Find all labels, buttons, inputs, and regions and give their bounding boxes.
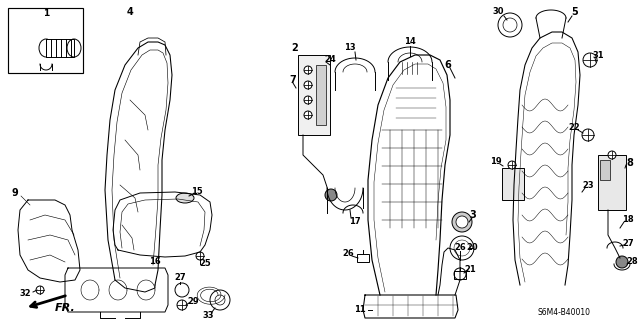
Circle shape (452, 212, 472, 232)
Text: 23: 23 (582, 180, 594, 189)
Text: 25: 25 (199, 259, 211, 268)
Circle shape (177, 300, 187, 310)
Circle shape (508, 161, 516, 169)
Text: 22: 22 (568, 124, 580, 132)
Text: 21: 21 (464, 266, 476, 275)
Text: 6: 6 (445, 60, 451, 70)
Bar (46, 39, 74, 57)
Text: 18: 18 (622, 215, 634, 225)
Text: 15: 15 (191, 188, 203, 196)
Text: 11: 11 (354, 306, 366, 315)
Text: 9: 9 (12, 188, 19, 198)
Text: 8: 8 (627, 158, 634, 168)
Circle shape (616, 256, 628, 268)
Text: S6M4-B40010: S6M4-B40010 (537, 308, 590, 317)
Bar (357, 254, 369, 262)
Text: 20: 20 (466, 244, 478, 252)
Text: 16: 16 (149, 258, 161, 267)
Text: 2: 2 (292, 43, 298, 53)
Circle shape (456, 216, 468, 228)
Text: 27: 27 (622, 238, 634, 247)
Text: 1: 1 (43, 9, 49, 18)
Ellipse shape (176, 193, 194, 203)
Text: 5: 5 (572, 7, 579, 17)
Text: 32: 32 (19, 289, 31, 298)
Text: 19: 19 (490, 157, 502, 166)
Text: 26: 26 (454, 243, 466, 252)
Text: 13: 13 (344, 44, 356, 52)
Bar (598, 155, 626, 210)
Bar (298, 55, 330, 135)
Circle shape (325, 189, 337, 201)
Bar (8, 8, 83, 73)
Circle shape (304, 111, 312, 119)
Circle shape (304, 66, 312, 74)
Circle shape (304, 96, 312, 104)
Text: 4: 4 (127, 7, 133, 17)
Bar (502, 168, 524, 200)
Circle shape (608, 151, 616, 159)
Text: 31: 31 (592, 51, 604, 60)
Text: 29: 29 (187, 298, 199, 307)
Text: 17: 17 (349, 218, 361, 227)
Text: 7: 7 (290, 75, 296, 85)
Circle shape (196, 252, 204, 260)
Text: 27: 27 (174, 274, 186, 283)
Text: 30: 30 (492, 7, 504, 17)
Text: 14: 14 (404, 37, 416, 46)
Text: 26: 26 (342, 250, 354, 259)
Bar (316, 65, 326, 125)
Circle shape (583, 53, 597, 67)
Text: 24: 24 (324, 55, 336, 65)
Text: 28: 28 (626, 258, 638, 267)
Text: FR.: FR. (55, 303, 76, 313)
Bar (454, 271, 466, 279)
Text: 33: 33 (202, 310, 214, 319)
Circle shape (582, 129, 594, 141)
Text: 3: 3 (470, 210, 476, 220)
Bar (600, 160, 610, 180)
Circle shape (304, 81, 312, 89)
Circle shape (36, 286, 44, 294)
